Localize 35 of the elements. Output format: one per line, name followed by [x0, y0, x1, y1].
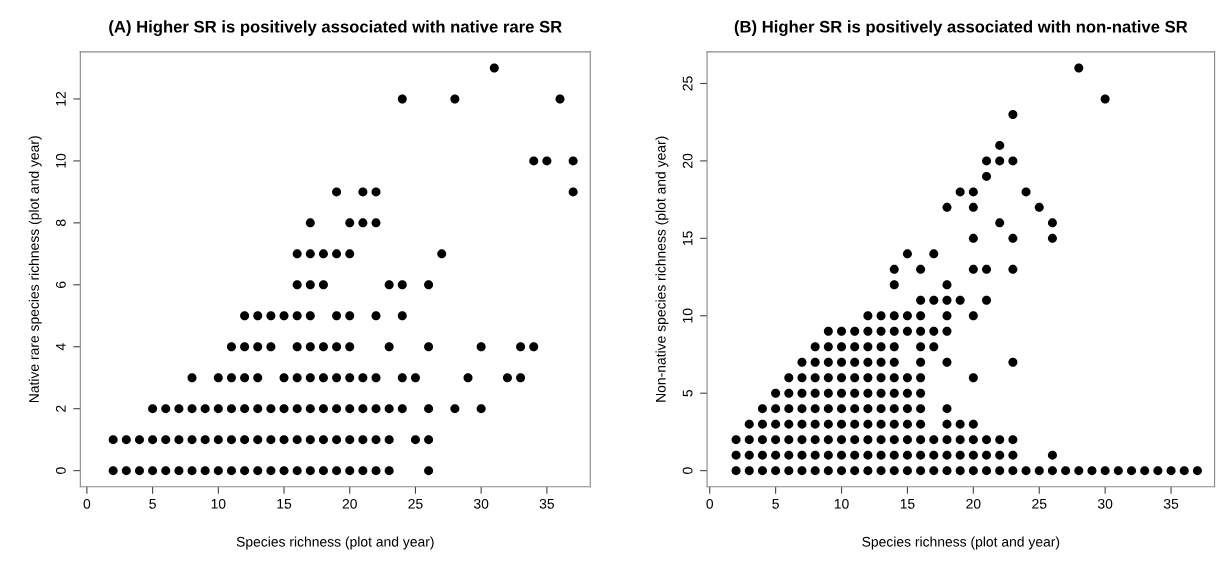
x-tick-label: 30 — [473, 498, 489, 509]
x-axis-title: Species richness (plot and year) — [236, 536, 434, 550]
y-tick-label: 0 — [682, 467, 693, 474]
y-tick-label: 20 — [682, 153, 693, 168]
x-tick-label: 20 — [966, 498, 981, 509]
y-tick-label: 10 — [682, 308, 693, 323]
y-axis-title: Native rare species richness (plot and year) — [28, 136, 42, 403]
x-tick-label: 10 — [834, 498, 849, 509]
y-tick-label: 2 — [55, 405, 66, 412]
x-tick-label: 25 — [408, 498, 423, 509]
x-tick-label: 30 — [1097, 498, 1113, 509]
x-tick-label: 5 — [149, 499, 156, 509]
x-tick-label: 0 — [83, 498, 91, 509]
y-tick-label: 4 — [56, 343, 66, 351]
x-tick-label: 0 — [706, 498, 714, 509]
x-tick-label: 10 — [211, 498, 226, 509]
x-tick-label: 15 — [900, 499, 915, 509]
x-tick-label: 35 — [1163, 498, 1179, 509]
x-tick-label: 35 — [539, 498, 555, 509]
x-tick-label: 25 — [1032, 498, 1047, 509]
chart-title: (A) Higher SR is positively associated with native rare SR — [109, 20, 562, 36]
x-tick-label: 20 — [342, 498, 357, 509]
x-axis-title: Species richness (plot and year) — [862, 536, 1060, 550]
x-tick-label: 15 — [277, 499, 292, 509]
y-tick-label: 10 — [55, 153, 66, 168]
y-tick-label: 15 — [682, 231, 693, 245]
chart-title: (B) Higher SR is positively associated with non-native SR — [734, 20, 1188, 36]
x-tick-label: 5 — [772, 499, 779, 509]
y-tick-label: 8 — [55, 219, 66, 227]
y-tick-label: 6 — [55, 281, 66, 288]
y-tick-label: 12 — [55, 91, 66, 106]
y-tick-label: 0 — [55, 467, 66, 474]
y-tick-label: 25 — [682, 76, 693, 91]
y-axis-title: Non-native species richness (plot and year) — [655, 136, 669, 402]
y-tick-label: 5 — [682, 389, 693, 397]
